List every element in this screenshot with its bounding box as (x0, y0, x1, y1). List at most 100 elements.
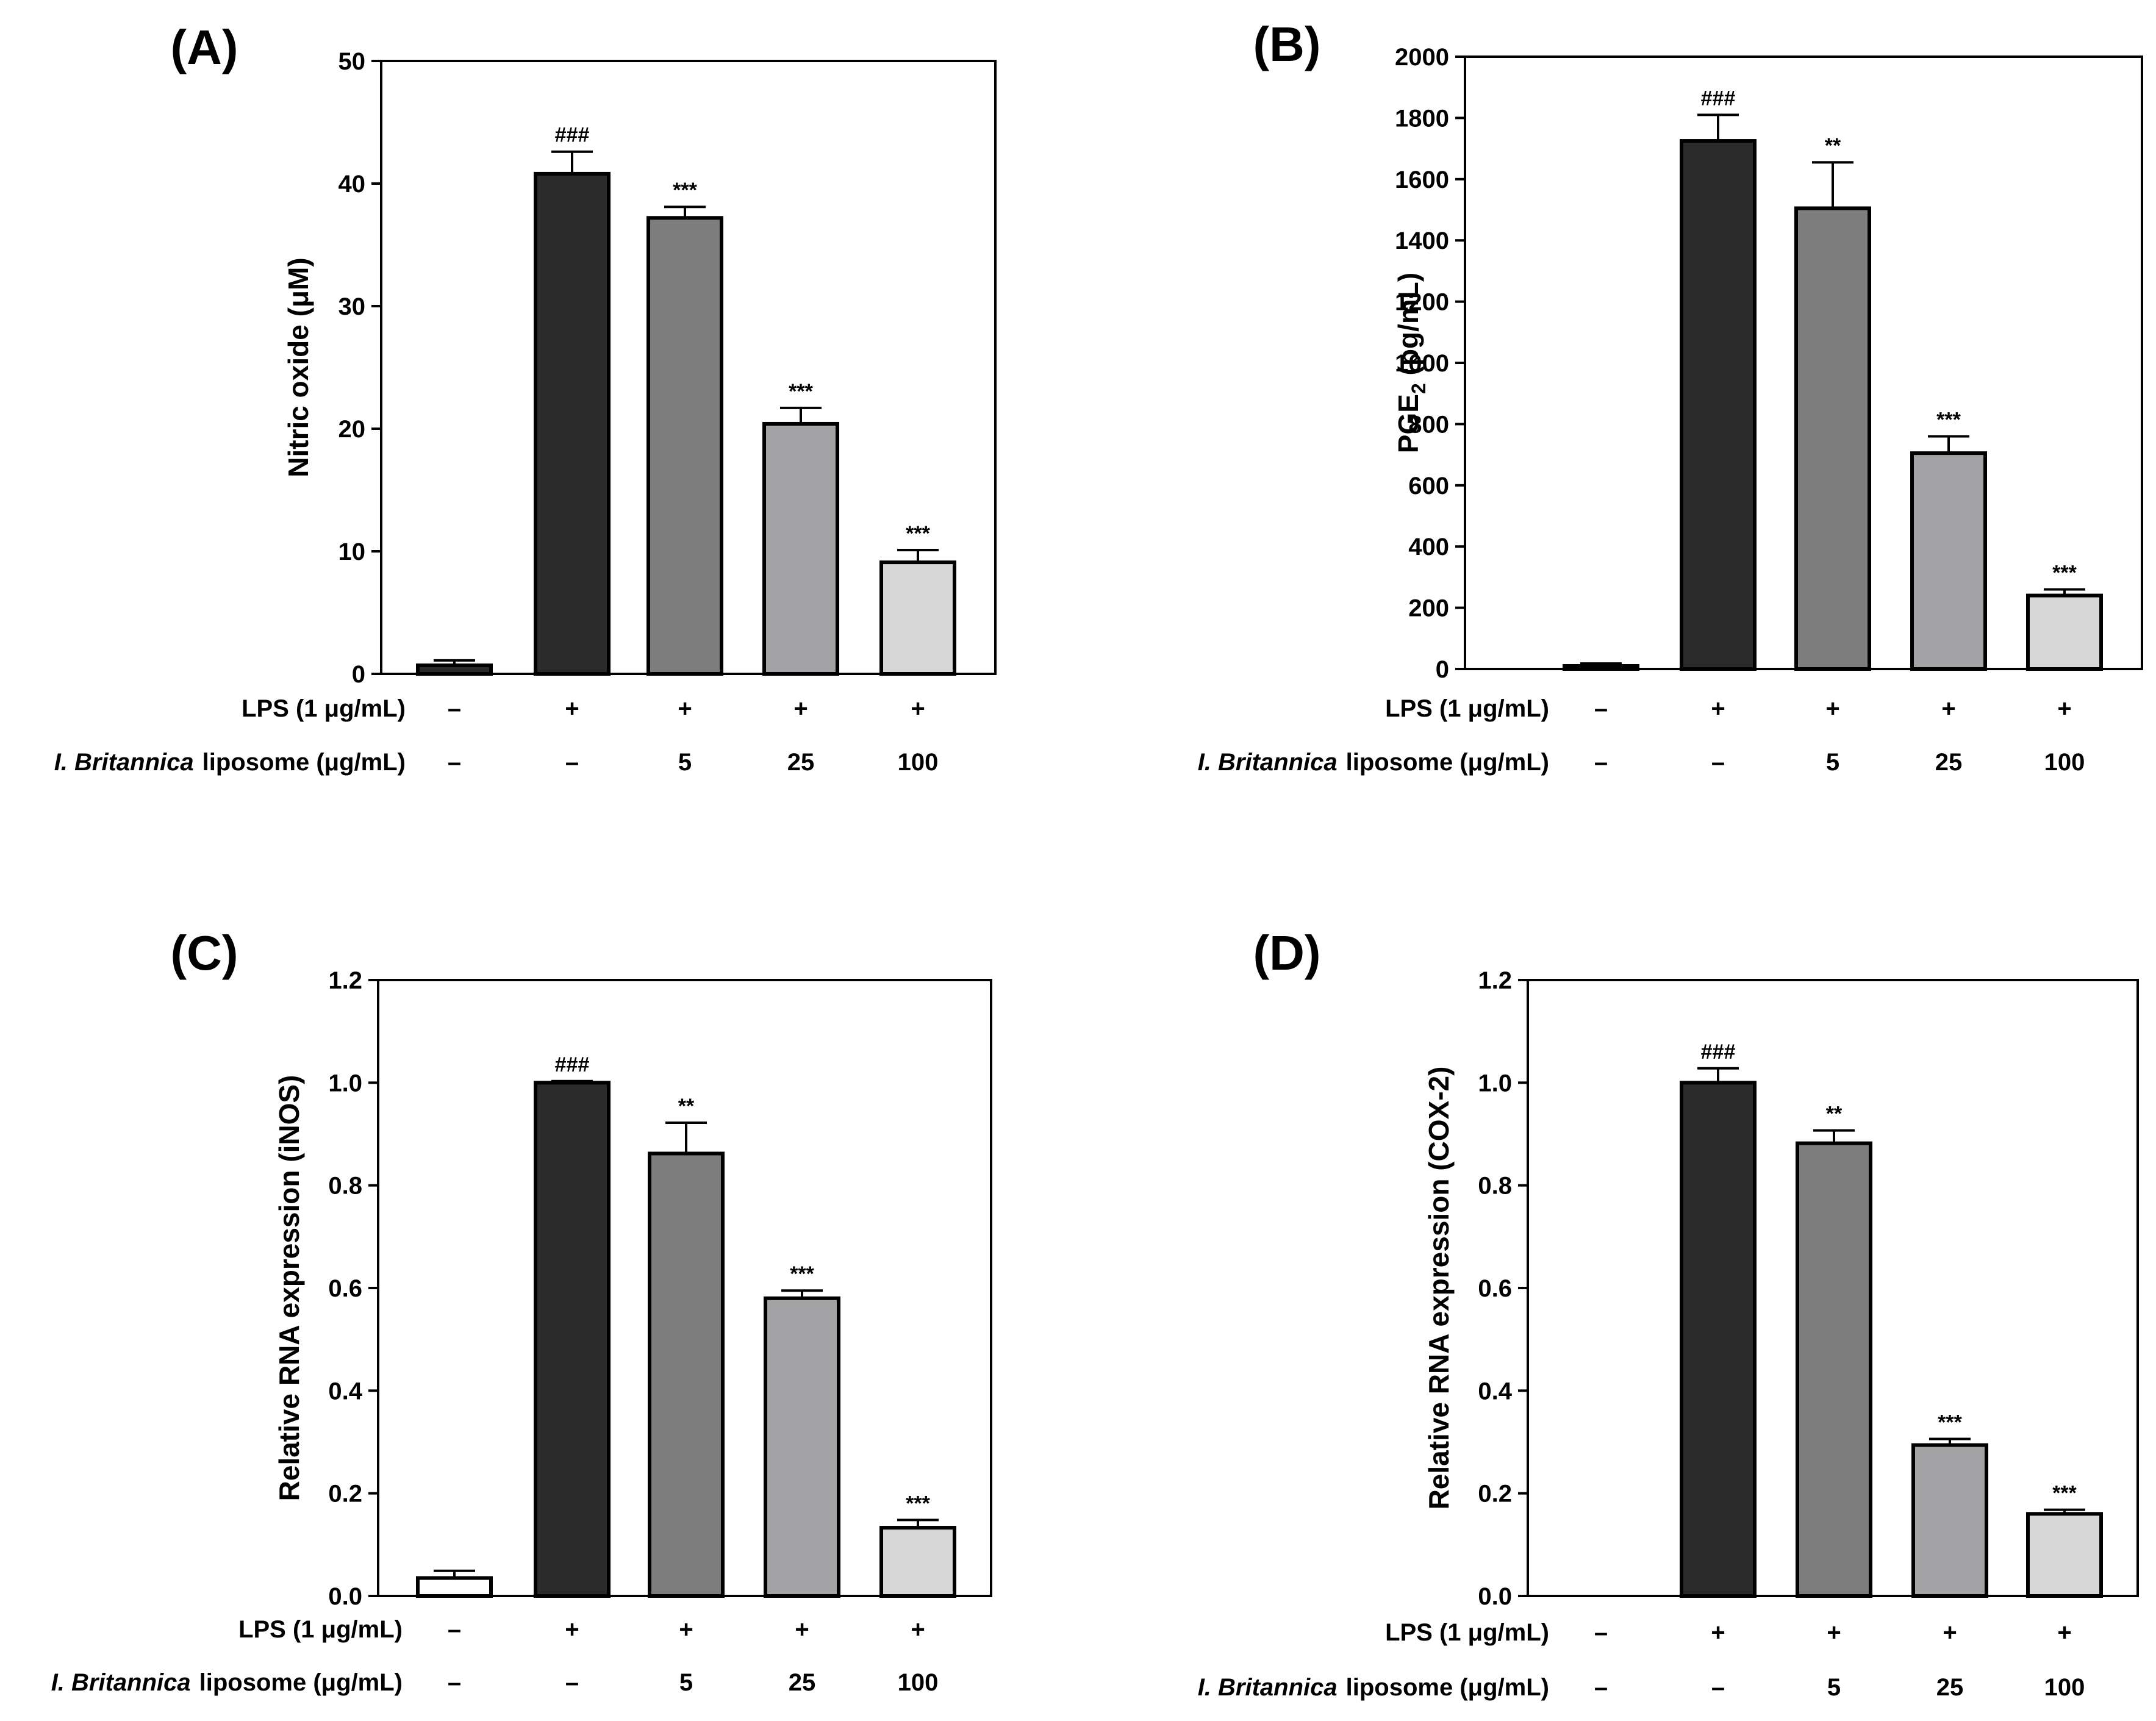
row-value: + (793, 695, 808, 722)
significance-label: ### (1701, 1040, 1736, 1064)
bar-lps (534, 171, 611, 676)
bar-lps (534, 1081, 611, 1598)
y-tick-label: 40 (338, 171, 366, 198)
row-label-italic: I. Britannica (1198, 1674, 1338, 1701)
row-value: + (1711, 695, 1725, 722)
bar-5 (648, 1151, 725, 1598)
y-tick-label: 400 (1408, 534, 1449, 560)
row-value: 25 (1935, 749, 1963, 776)
row-value: + (565, 1616, 579, 1643)
row-label-italic: I. Britannica (51, 1669, 191, 1696)
row-label: I. Britannica liposome (μg/mL) (1198, 1674, 1549, 1701)
significance-label: *** (2052, 1482, 2077, 1505)
y-tick-label: 1.0 (1478, 1070, 1512, 1097)
y-tick-label: 30 (338, 293, 366, 320)
row-label: LPS (1 μg/mL) (242, 695, 406, 722)
row-value: – (565, 749, 579, 776)
row-label-italic: I. Britannica (1198, 749, 1338, 776)
y-axis-label-main: Relative RNA expression (COX-2) (1423, 1067, 1455, 1510)
bar-100 (2026, 1512, 2103, 1598)
significance-label: *** (1938, 1411, 1962, 1434)
row-value: 100 (2044, 1674, 2085, 1701)
y-tick-label: 1200 (1395, 289, 1449, 316)
chart-panel-c: (C) 0.0 0.2 0.4 0.6 0.8 1.0 1.2 Relative RNA exp… (51, 926, 992, 1696)
chart-panel-d: (D) 0.0 0.2 0.4 0.6 0.8 1.0 1.2 Relative RNA exp… (1198, 926, 2139, 1701)
panel-letter: (C) (170, 926, 238, 980)
y-axis-label-suffix: (pg/mL) (1392, 273, 1424, 383)
row-value: 5 (1827, 1674, 1841, 1701)
bar-control (416, 1576, 493, 1598)
row-label-italic: I. Britannica (54, 749, 194, 776)
row-label-text: LPS (1 μg/mL) (238, 1616, 403, 1643)
bar-lps (1680, 139, 1757, 671)
significance-label: *** (1936, 408, 1961, 431)
y-axis-label-main: Nitric oxide (μM) (282, 257, 314, 477)
row-value: – (448, 1669, 461, 1696)
y-tick-label: 0.6 (328, 1275, 362, 1302)
row-value: + (565, 695, 579, 722)
significance-label: *** (906, 522, 930, 545)
bar-25 (764, 1296, 840, 1598)
row-value: – (448, 1616, 461, 1643)
y-axis-label: Relative RNA expression (iNOS) (273, 1075, 305, 1501)
panel-letter: (D) (1253, 926, 1320, 980)
bar-25 (762, 421, 839, 676)
row-value: + (911, 695, 925, 722)
row-value: – (1594, 1674, 1608, 1701)
row-value: – (1594, 749, 1608, 776)
row-value: 100 (898, 1669, 939, 1696)
row-value: 25 (787, 749, 815, 776)
y-tick-label: 0 (1436, 656, 1449, 683)
row-value: – (448, 695, 461, 722)
y-axis-label: Relative RNA expression (COX-2) (1423, 1067, 1455, 1510)
y-tick-label: 800 (1408, 411, 1449, 438)
bar-100 (879, 1526, 956, 1598)
bar-25 (1910, 451, 1987, 671)
row-value: + (2057, 1619, 2071, 1646)
row-value: 25 (1936, 1674, 1964, 1701)
row-label: LPS (1 μg/mL) (1385, 695, 1549, 722)
y-axis-label-subscript: 2 (1408, 383, 1430, 394)
significance-label: *** (906, 1492, 930, 1515)
y-tick-label: 0.4 (1478, 1378, 1512, 1404)
y-tick-label: 50 (338, 48, 366, 75)
row-value: + (678, 695, 692, 722)
y-tick-label: 0.2 (1478, 1481, 1512, 1508)
row-label-text: LPS (1 μg/mL) (1385, 695, 1549, 722)
row-value: + (1943, 1619, 1957, 1646)
row-value: 100 (898, 749, 939, 776)
y-tick-label: 1.2 (328, 967, 362, 994)
significance-label: ** (678, 1095, 695, 1118)
significance-label: ### (555, 1053, 590, 1076)
y-tick-label: 0.8 (328, 1173, 362, 1200)
row-label: LPS (1 μg/mL) (1385, 1619, 1549, 1646)
row-value: + (1827, 1619, 1841, 1646)
significance-label: *** (790, 1262, 814, 1286)
bar-5 (1796, 1141, 1872, 1598)
bar-100 (2026, 593, 2103, 671)
y-tick-label: 0.8 (1478, 1173, 1512, 1200)
y-axis-label: Nitric oxide (μM) (282, 257, 314, 477)
y-tick-label: 1000 (1395, 350, 1449, 377)
y-tick-label: 20 (338, 416, 366, 443)
chart-panel-b: (B) 0 200 400 600 800 1000 1200 1400 1600 1800 2000… (1198, 17, 2143, 776)
panel-letter: (B) (1253, 17, 1320, 71)
row-value: – (1711, 749, 1725, 776)
bar-lps (1680, 1081, 1757, 1598)
significance-label: *** (2052, 561, 2077, 584)
row-value: – (1594, 1619, 1608, 1646)
bar-5 (1794, 206, 1871, 671)
chart-panel-a: (A) 0 10 20 30 40 50 Nitric oxide (μM) ### *** ***… (54, 20, 997, 776)
row-label: LPS (1 μg/mL) (238, 1616, 403, 1643)
y-tick-label: 1600 (1395, 166, 1449, 193)
bar-control (1563, 664, 1639, 671)
row-value: 5 (678, 749, 692, 776)
row-value: 100 (2044, 749, 2085, 776)
bar-100 (879, 560, 956, 676)
y-axis-label-main: Relative RNA expression (iNOS) (273, 1075, 305, 1501)
row-value: – (1711, 1674, 1725, 1701)
y-tick-label: 0.6 (1478, 1275, 1512, 1302)
row-value: + (1941, 695, 1955, 722)
row-label: I. Britannica liposome (μg/mL) (1198, 749, 1549, 776)
